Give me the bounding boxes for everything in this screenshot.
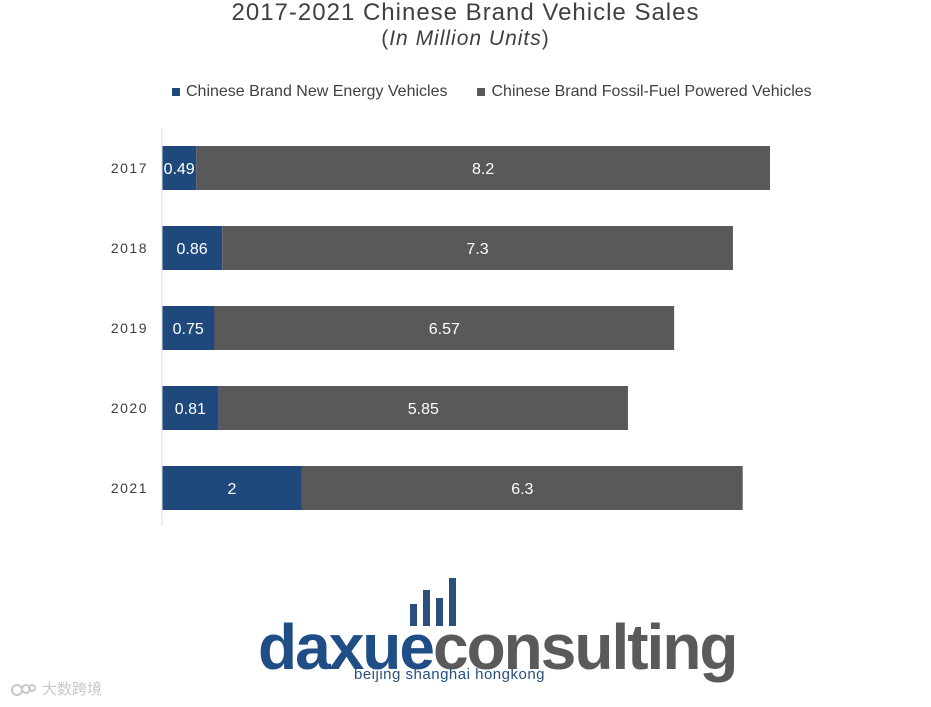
- chart-title: 2017-2021 Chinese Brand Vehicle Sales: [231, 0, 700, 26]
- category-label-2017: 2017: [111, 160, 148, 176]
- bar-nev-2020: [162, 386, 219, 430]
- data-label-fossil-2020: 5.85: [408, 401, 439, 418]
- legend-label-fossil: Chinese Brand Fossil-Fuel Powered Vehicl…: [491, 83, 812, 100]
- data-label-nev-2019: 0.75: [173, 321, 204, 338]
- data-label-nev-2020: 0.81: [175, 401, 206, 418]
- daxue-logo: daxueconsulting beijing shanghai hongkon…: [258, 578, 738, 688]
- legend-swatch-nev: [172, 88, 180, 96]
- legend-swatch-fossil: [477, 88, 486, 96]
- chart-legend: Chinese Brand New Energy Vehicles Chines…: [172, 83, 842, 101]
- data-label-nev-2017: 0.49: [164, 161, 195, 178]
- bar-nev-2017: [162, 146, 197, 190]
- watermark-text: 大数跨境: [42, 681, 103, 698]
- bar-nev-2021: [162, 466, 302, 510]
- category-label-2018: 2018: [111, 240, 148, 256]
- legend-label-nev: Chinese Brand New Energy Vehicles: [186, 83, 448, 100]
- bar-fossil-2021: [301, 466, 743, 510]
- bar-fossil-2020: [218, 386, 628, 430]
- data-label-fossil-2019: 6.57: [429, 321, 460, 338]
- legend-item-nev: Chinese Brand New Energy Vehicles: [172, 83, 447, 101]
- data-label-nev-2021: 2: [228, 481, 237, 498]
- data-label-fossil-2018: 7.3: [466, 241, 488, 258]
- bar-nev-2018: [162, 226, 223, 270]
- category-label-2020: 2020: [111, 400, 148, 416]
- category-label-2019: 2019: [111, 320, 148, 336]
- logo-wordmark: daxueconsulting: [258, 611, 738, 683]
- category-label-2021: 2021: [111, 480, 148, 496]
- bar-chart: 0.49 8.2 2017 0.86 7.3 2018 0.75 6.57 2019 0.81 5.…: [111, 128, 770, 526]
- watermark-icon: [11, 683, 36, 696]
- logo-cities: beijing shanghai hongkong: [354, 666, 546, 683]
- watermark: 大数跨境: [10, 678, 102, 699]
- legend-item-fossil: Chinese Brand Fossil-Fuel Powered Vehicl…: [477, 83, 812, 101]
- bar-fossil-2019: [214, 306, 675, 350]
- bar-nev-2019: [162, 306, 215, 350]
- bar-fossil-2017: [196, 146, 770, 190]
- chart-subtitle: (In Million Units): [381, 27, 550, 50]
- logo-bars-icon: [406, 578, 466, 626]
- bar-fossil-2018: [222, 226, 733, 270]
- data-label-fossil-2021: 6.3: [511, 481, 533, 498]
- data-label-fossil-2017: 8.2: [472, 161, 494, 178]
- data-label-nev-2018: 0.86: [177, 241, 208, 258]
